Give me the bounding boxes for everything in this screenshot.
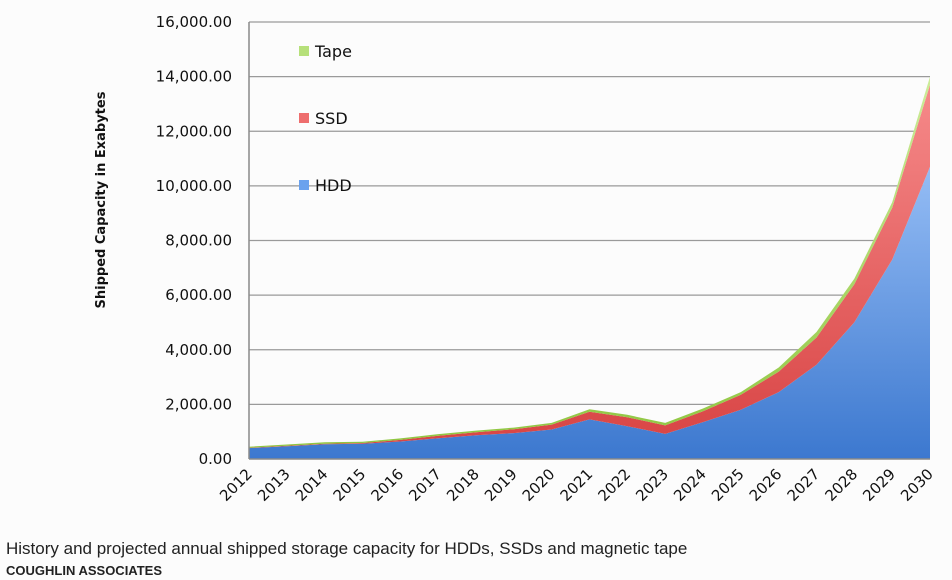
axes	[248, 22, 930, 460]
legend-swatch-tape	[299, 46, 309, 56]
x-tick-label: 2018	[443, 465, 483, 505]
x-tick-label: 2022	[594, 465, 634, 505]
x-tick-label: 2028	[821, 465, 861, 505]
y-tick-label: 12,000.00	[156, 122, 232, 140]
legend-swatch-ssd	[299, 113, 309, 123]
x-tick-label: 2021	[557, 465, 597, 505]
x-tick-label: 2016	[367, 465, 407, 505]
x-tick-label: 2013	[254, 465, 294, 505]
x-tick-label: 2024	[670, 465, 710, 505]
legend-label-tape: Tape	[314, 42, 352, 61]
x-tick-label: 2014	[292, 465, 332, 505]
y-tick-label: 14,000.00	[156, 68, 232, 86]
y-tick-labels: 0.00 2,000.00 4,000.00 6,000.00 8,000.00 10,0…	[156, 13, 232, 468]
y-tick-label: 16,000.00	[156, 13, 232, 31]
legend: Tape SSD HDD	[299, 42, 352, 195]
legend-swatch-hdd	[299, 180, 309, 190]
y-tick-label: 6,000.00	[165, 286, 232, 304]
y-tick-label: 4,000.00	[165, 341, 232, 359]
x-tick-label: 2029	[859, 465, 899, 505]
legend-label-hdd: HDD	[315, 176, 352, 195]
y-axis-label: Shipped Capacity in Exabytes	[94, 91, 109, 308]
figure-caption: History and projected annual shipped sto…	[6, 539, 688, 558]
x-tick-label: 2020	[519, 465, 559, 505]
x-tick-label: 2025	[708, 465, 748, 505]
legend-label-ssd: SSD	[315, 109, 348, 128]
area-hdd	[249, 166, 930, 460]
stacked-area-chart: 0.00 2,000.00 4,000.00 6,000.00 8,000.00 10,0…	[94, 13, 937, 505]
y-tick-label: 10,000.00	[156, 177, 232, 195]
area-layers	[249, 76, 930, 460]
y-tick-label: 0.00	[199, 450, 232, 468]
x-tick-label: 2012	[216, 465, 256, 505]
y-tick-label: 8,000.00	[165, 232, 232, 250]
x-tick-label: 2017	[405, 465, 445, 505]
x-tick-label: 2019	[481, 465, 521, 505]
x-tick-label: 2030	[897, 465, 937, 505]
x-tick-labels: 2012201320142015201620172018201920202021…	[216, 465, 937, 505]
x-tick-label: 2023	[632, 465, 672, 505]
x-tick-label: 2027	[784, 465, 824, 505]
gridlines	[249, 21, 930, 406]
x-tick-label: 2026	[746, 465, 786, 505]
x-tick-label: 2015	[330, 465, 370, 505]
y-tick-label: 2,000.00	[165, 395, 232, 413]
figure-credit: COUGHLIN ASSOCIATES	[6, 563, 163, 578]
